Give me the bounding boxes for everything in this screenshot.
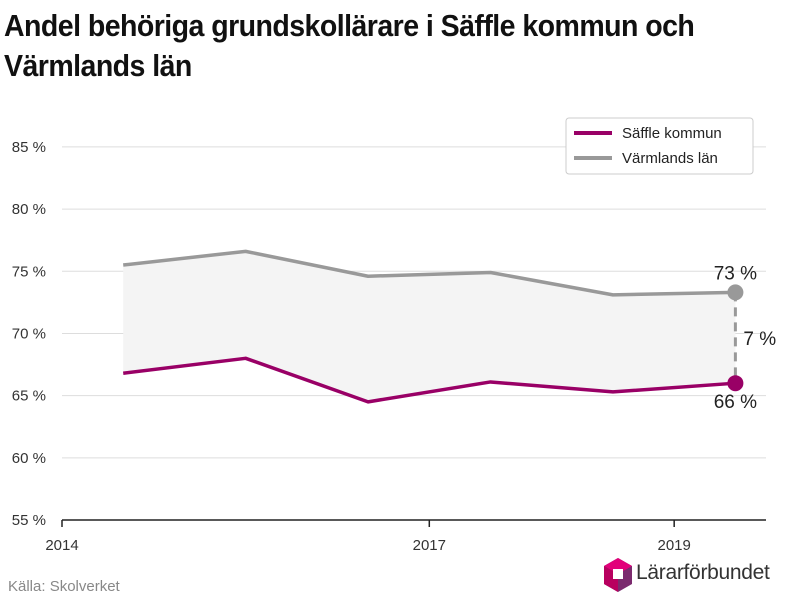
y-tick-label: 55 %	[12, 512, 46, 529]
legend-label: Värmlands län	[622, 150, 718, 167]
y-tick-label: 65 %	[12, 388, 46, 405]
difference-band	[123, 251, 736, 402]
x-tick-label: 2019	[657, 537, 690, 554]
source-note: Källa: Skolverket	[8, 578, 120, 595]
legend-box	[565, 117, 754, 175]
end-label-varmland: 73 %	[714, 263, 757, 284]
y-tick-label: 60 %	[12, 450, 46, 467]
band-area	[123, 251, 736, 402]
x-tick-label: 2014	[45, 537, 78, 554]
difference-label: 7 %	[743, 329, 776, 350]
end-point-saffle	[727, 375, 744, 392]
logo-text: Lärarförbundet	[636, 561, 770, 584]
y-tick-label: 70 %	[12, 325, 46, 342]
x-tick-label: 2017	[413, 537, 446, 554]
end-label-saffle: 66 %	[714, 392, 757, 413]
end-annotations: 73 % 66 % 7 %	[714, 263, 777, 413]
y-tick-label: 85 %	[12, 139, 46, 156]
series-line-varmland	[123, 249, 736, 297]
legend-label: Säffle kommun	[622, 125, 722, 142]
legend: Säffle kommun Värmlands län	[565, 117, 754, 175]
logo: Lärarförbundet	[602, 557, 797, 593]
y-axis-tick-labels: 55 % 60 % 65 % 70 % 75 % 80 % 85 %	[12, 139, 46, 529]
end-point-varmland	[727, 284, 744, 301]
y-tick-label: 80 %	[12, 201, 46, 218]
series-lines	[123, 249, 736, 404]
x-axis: 2014 2017 2019	[45, 519, 766, 554]
series-line-saffle	[123, 356, 736, 404]
logo-hexagon-icon	[604, 558, 632, 592]
y-tick-label: 75 %	[12, 263, 46, 280]
chart-title: Andel behöriga grundskollärare i Säffle …	[4, 8, 695, 83]
